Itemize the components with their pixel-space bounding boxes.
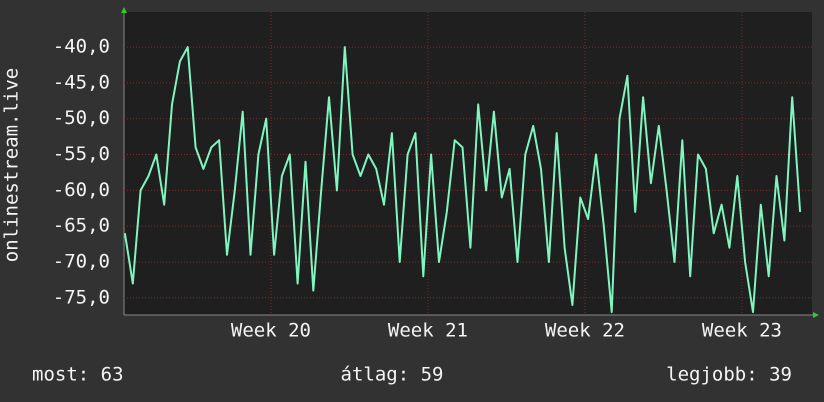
x-tick-label: Week 23 [702,320,782,342]
plot-area [124,12,812,315]
footer-average: átlag: 59 [341,364,444,386]
y-tick-label: -60,0 [53,179,110,201]
x-tick-label: Week 21 [388,320,468,342]
y-tick-label: -40,0 [53,36,110,58]
y-tick-label: -70,0 [53,250,110,272]
axis-arrow [813,312,819,318]
y-tick-label: -45,0 [53,71,110,93]
footer-best: legjobb: 39 [666,364,792,386]
x-tick-label: Week 22 [545,320,625,342]
y-axis-label: onlinestream.live [1,68,23,262]
footer-current: most: 63 [32,364,124,386]
data-line [123,46,802,314]
x-tick-label: Week 20 [231,320,311,342]
y-tick-label: -50,0 [53,107,110,129]
axis-arrow [121,7,127,13]
y-tick-label: -75,0 [53,286,110,308]
y-tick-label: -65,0 [53,215,110,237]
y-tick-label: -55,0 [53,143,110,165]
